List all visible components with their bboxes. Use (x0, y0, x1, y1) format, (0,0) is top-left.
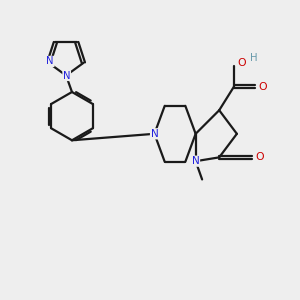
Text: O: O (256, 152, 264, 162)
Text: N: N (192, 156, 200, 166)
Text: N: N (46, 56, 54, 66)
Text: N: N (63, 70, 70, 80)
Text: N: N (151, 129, 158, 139)
Text: H: H (250, 53, 258, 63)
Text: O: O (259, 82, 267, 92)
Text: O: O (238, 58, 247, 68)
